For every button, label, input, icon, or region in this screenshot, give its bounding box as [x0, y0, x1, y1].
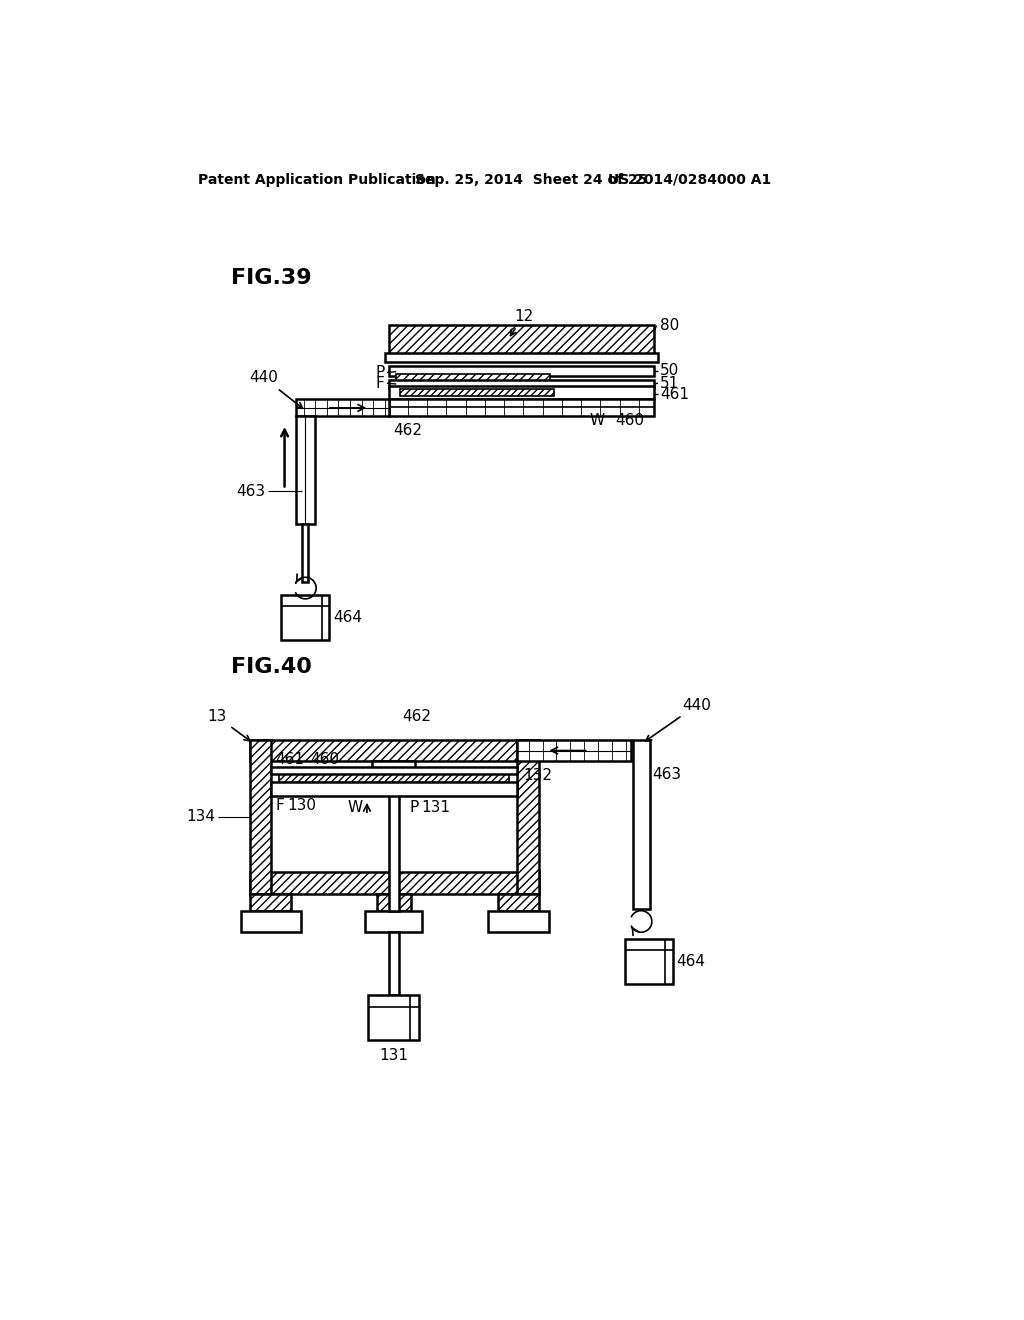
Bar	[388, 932, 399, 995]
Text: 132: 132	[523, 768, 552, 783]
Bar	[625, 940, 673, 983]
Text: F: F	[275, 797, 284, 813]
Text: 461: 461	[660, 387, 689, 401]
Bar	[388, 792, 399, 911]
Text: 440: 440	[646, 697, 712, 741]
Text: 51: 51	[660, 376, 680, 391]
Bar	[302, 524, 308, 582]
Text: 13: 13	[208, 709, 250, 741]
Text: P: P	[376, 364, 385, 380]
Bar	[377, 894, 411, 911]
Bar	[296, 400, 388, 416]
Text: FIG.39: FIG.39	[230, 268, 311, 288]
Bar	[487, 911, 550, 932]
Bar	[280, 775, 509, 781]
Text: W: W	[590, 413, 604, 428]
Text: 80: 80	[660, 318, 680, 333]
Bar	[385, 354, 658, 363]
Text: F: F	[376, 376, 385, 391]
Text: 50: 50	[660, 363, 680, 379]
Bar	[241, 911, 301, 932]
Bar	[388, 366, 654, 376]
Bar	[498, 894, 539, 911]
Text: 130: 130	[287, 797, 315, 813]
Text: 462: 462	[402, 709, 431, 725]
Bar	[296, 416, 314, 524]
Bar	[388, 326, 654, 355]
Bar	[271, 767, 517, 775]
Text: 134: 134	[186, 809, 215, 824]
Text: FIG.40: FIG.40	[230, 656, 311, 677]
Bar	[271, 781, 517, 796]
Text: Sep. 25, 2014  Sheet 24 of 25: Sep. 25, 2014 Sheet 24 of 25	[416, 173, 648, 187]
Bar	[517, 739, 631, 762]
Bar	[250, 894, 291, 911]
Text: 131: 131	[422, 800, 451, 814]
Bar	[250, 739, 271, 894]
Bar	[250, 739, 539, 762]
Text: 464: 464	[677, 954, 706, 969]
Bar	[400, 389, 554, 396]
Text: 463: 463	[652, 767, 681, 781]
Text: US 2014/0284000 A1: US 2014/0284000 A1	[608, 173, 771, 187]
Text: 460: 460	[615, 413, 645, 428]
Text: 460: 460	[310, 751, 339, 767]
Bar	[373, 762, 416, 770]
Bar	[369, 995, 419, 1040]
Text: 440: 440	[250, 371, 302, 408]
Bar	[282, 595, 330, 640]
Text: 464: 464	[333, 610, 362, 624]
Bar	[396, 374, 550, 381]
Text: 131: 131	[380, 1048, 409, 1063]
Text: W: W	[348, 800, 364, 814]
Bar	[250, 873, 539, 894]
Text: Patent Application Publication: Patent Application Publication	[199, 173, 436, 187]
Text: 461: 461	[275, 751, 304, 767]
Bar	[517, 739, 539, 894]
Bar	[633, 739, 649, 909]
Bar	[388, 380, 654, 388]
Bar	[388, 400, 654, 416]
Text: 462: 462	[393, 422, 422, 438]
Bar	[366, 911, 422, 932]
Text: 12: 12	[511, 309, 534, 335]
Text: P: P	[410, 800, 419, 814]
Bar	[388, 387, 654, 399]
Text: 463: 463	[237, 483, 265, 499]
